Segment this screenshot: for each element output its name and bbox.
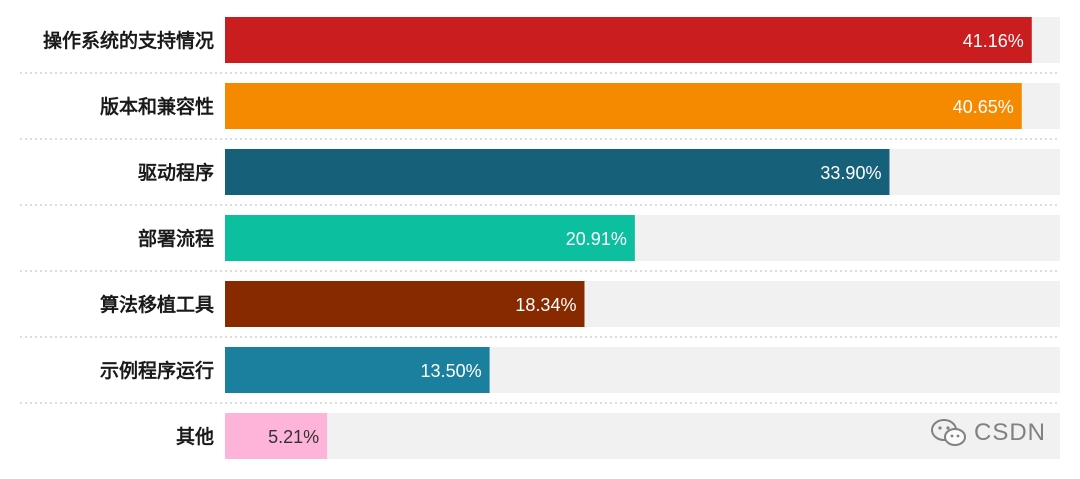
bar-track xyxy=(225,413,1060,459)
value-label: 13.50% xyxy=(421,361,482,381)
watermark: CSDN xyxy=(930,418,1046,448)
watermark-text: CSDN xyxy=(973,419,1046,446)
bar xyxy=(225,413,328,459)
value-label: 40.65% xyxy=(953,97,1014,117)
category-label: 版本和兼容性 xyxy=(100,95,214,118)
bar xyxy=(225,347,490,393)
category-label: 示例程序运行 xyxy=(100,359,214,382)
bar xyxy=(225,83,1022,129)
category-label: 算法移植工具 xyxy=(100,293,214,316)
category-label: 驱动程序 xyxy=(138,161,214,184)
category-label: 操作系统的支持情况 xyxy=(43,29,214,52)
value-label: 5.21% xyxy=(268,427,319,447)
value-label: 33.90% xyxy=(820,163,881,183)
category-label: 其他 xyxy=(176,425,214,448)
wechat-icon xyxy=(930,419,966,446)
bar xyxy=(225,17,1032,63)
bar xyxy=(225,281,585,327)
category-label: 部署流程 xyxy=(138,227,214,250)
value-label: 18.34% xyxy=(515,295,576,315)
bar xyxy=(225,215,635,261)
value-label: 20.91% xyxy=(566,229,627,249)
value-label: 41.16% xyxy=(963,31,1024,51)
bar xyxy=(225,149,890,195)
